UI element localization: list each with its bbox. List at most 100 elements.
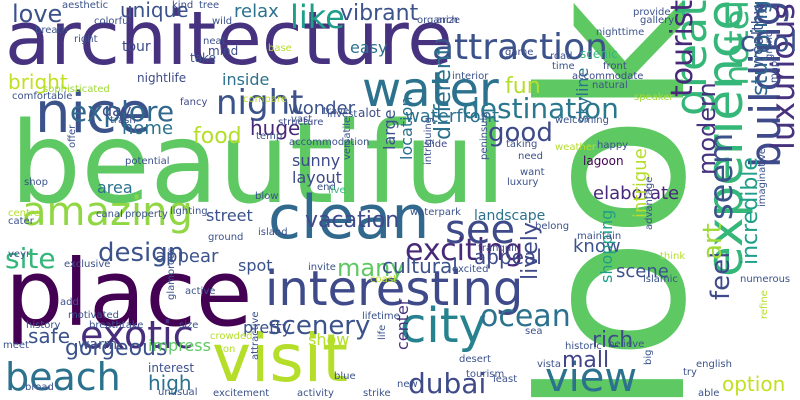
word-shopping: shopping — [597, 209, 616, 283]
word-motivated: motivated — [68, 310, 120, 321]
word-mall: mall — [562, 348, 610, 373]
word-art: art — [698, 223, 728, 260]
word-landscape: landscape — [474, 208, 546, 224]
word-vibrant: vibrant — [340, 1, 419, 26]
word-imaginative: imaginative — [757, 147, 768, 207]
word-rich: rich — [592, 328, 634, 353]
word-option: option — [722, 372, 786, 396]
word-interesting: interesting — [265, 261, 524, 317]
word-tranquil: tranquil — [478, 243, 517, 254]
word-speaker: speaker — [634, 92, 674, 103]
word-front: front — [603, 61, 627, 72]
word-day: day — [102, 101, 132, 120]
word-many: many — [337, 254, 405, 282]
word-islamic: islamic — [643, 274, 678, 285]
word-arch: arch — [436, 15, 458, 26]
word-vast: vast — [291, 114, 313, 125]
word-excited: excited — [452, 264, 489, 275]
word-accommodate: accommodate — [572, 71, 644, 82]
word-travel: travel — [323, 106, 353, 117]
word-relax: relax — [234, 1, 279, 22]
word-love: love — [12, 0, 63, 28]
word-nighttime: nighttime — [596, 27, 645, 38]
word-vista: vista — [537, 359, 561, 370]
word-provide: provide — [633, 7, 671, 18]
word-big: big — [643, 349, 654, 365]
word-lagoon: lagoon — [583, 154, 624, 168]
word-need: need — [518, 151, 543, 162]
word-unique: unique — [120, 0, 189, 22]
word-home: home — [122, 118, 174, 139]
word-active: active — [185, 286, 216, 297]
word-gorgeous: gorgeous — [65, 336, 168, 361]
word-high: high — [148, 371, 192, 395]
word-fun: fun — [505, 74, 541, 99]
word-excitement: excitement — [213, 388, 270, 399]
word-layout: layout — [292, 168, 342, 187]
word-potential: potential — [125, 156, 170, 167]
word-interest: interest — [148, 361, 195, 375]
word-property: property — [125, 209, 168, 220]
word-cool: cool — [740, 25, 798, 58]
word-appeal: appeal — [474, 245, 542, 269]
word-colorful: colorful — [94, 16, 132, 27]
word-veyr: veyr — [8, 249, 31, 260]
word-kind: kind — [172, 0, 194, 11]
word-elaborate: elaborate — [593, 183, 680, 204]
word-night: night — [216, 83, 304, 123]
word-site: site — [5, 242, 56, 275]
word-able: able — [698, 388, 720, 399]
word-architecture: architecture — [5, 0, 453, 82]
word-design: design — [98, 238, 185, 268]
word-tour: tour — [122, 39, 151, 55]
word-welcoming: welcoming — [555, 115, 609, 126]
word-meet: meet — [3, 340, 29, 351]
word-live: live — [328, 185, 346, 196]
word-attractive: attractive — [250, 311, 261, 360]
word-fancy: fancy — [180, 97, 208, 108]
word-structure: structure — [278, 117, 324, 128]
word-appear: appear — [155, 246, 219, 267]
word-warm: warm — [78, 337, 118, 353]
word-exotic: exotic — [80, 313, 194, 357]
word-like: like — [290, 0, 345, 36]
word-view: view — [545, 355, 638, 400]
word-different: different — [431, 46, 456, 140]
word-exciting: exciting — [405, 233, 524, 268]
word-compare: compare — [243, 94, 287, 105]
word-lighting: lighting — [170, 206, 208, 217]
word-easy: easy — [350, 38, 388, 57]
word-game: game — [505, 47, 534, 58]
word-organize: organize — [417, 15, 461, 26]
word-island: island — [258, 227, 288, 238]
word-mind: mind — [208, 44, 239, 58]
word-versatile: versatile — [342, 116, 353, 160]
word-interior: interior — [452, 71, 489, 82]
word-waterpark: waterpark — [410, 207, 461, 218]
word-modern: modern — [693, 82, 721, 175]
word-weather: weather — [555, 142, 596, 153]
word-bright: bright — [8, 70, 68, 94]
word-grand: grand — [764, 30, 775, 60]
word-neat: neat — [203, 36, 226, 47]
word-food: food — [193, 124, 242, 149]
word-canal: canal — [96, 209, 123, 220]
word-sunny: sunny — [292, 151, 341, 170]
word-alot: alot — [358, 106, 381, 120]
word-sea: sea — [525, 326, 543, 337]
word-huge: huge — [250, 116, 301, 140]
word-maintain: maintain — [577, 231, 622, 242]
word-ton: ton — [219, 344, 236, 355]
word-try: try — [683, 367, 697, 378]
word-happy: happy — [597, 140, 629, 151]
word-gallery: gallery — [640, 15, 675, 26]
word-broad: broad — [25, 382, 54, 393]
word-life: life — [377, 324, 388, 340]
word-see: see — [445, 207, 516, 253]
word-activity: activity — [297, 388, 334, 399]
word-new: new — [397, 379, 418, 390]
word-road: road — [550, 51, 573, 62]
word-breathtake: breathtake — [89, 320, 144, 331]
word-crowded: crowded — [210, 331, 253, 342]
word-impress: impress — [148, 336, 211, 355]
